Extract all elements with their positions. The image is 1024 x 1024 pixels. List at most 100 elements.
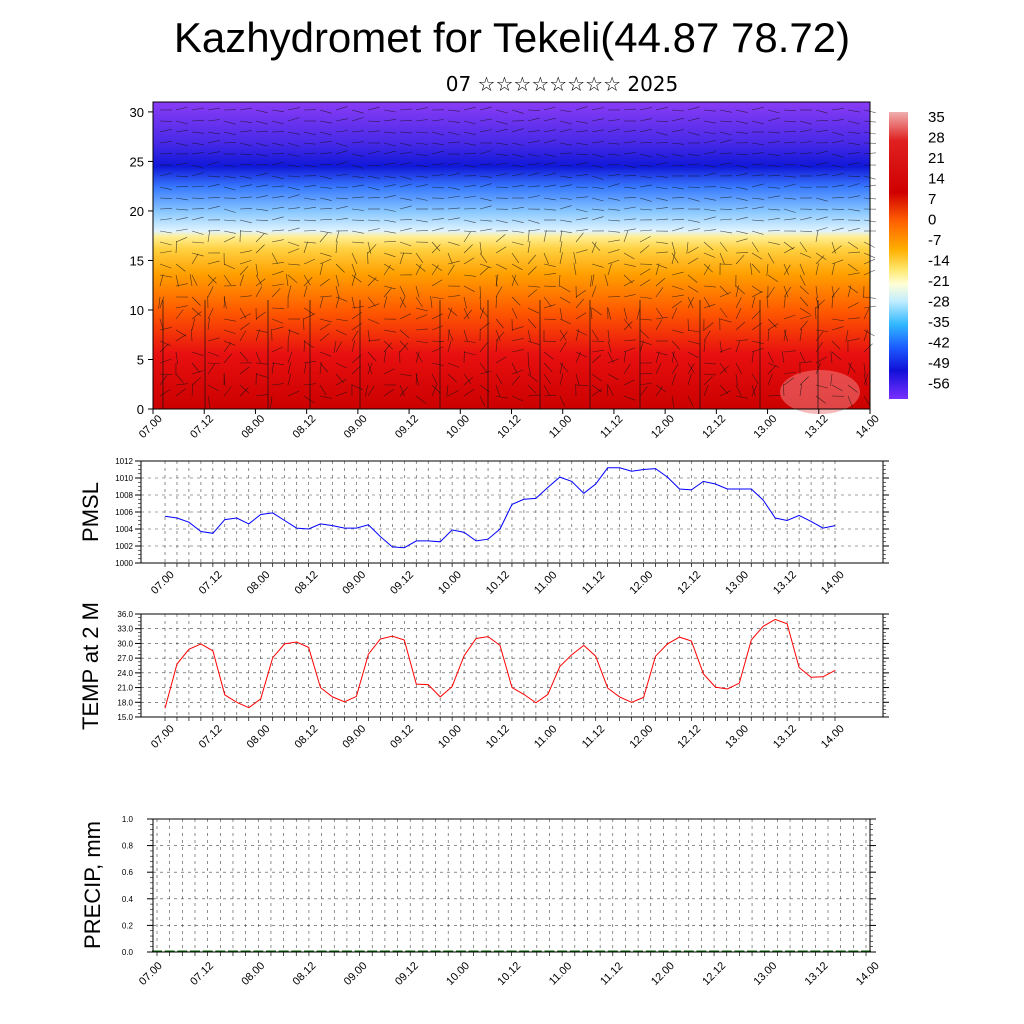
wind-barb [351, 141, 364, 144]
wind-barb [815, 129, 828, 133]
wind-barbs [158, 106, 877, 409]
wind-barb [719, 365, 729, 375]
wind-barb [399, 340, 409, 351]
wind-barb [383, 195, 396, 199]
wind-barb [783, 208, 796, 213]
wind-barb [431, 186, 445, 189]
wind-barb [287, 329, 291, 342]
wind-barb [607, 183, 620, 188]
x-tick-label: 08.12 [291, 960, 319, 988]
wind-barb [607, 384, 614, 396]
wind-barb [191, 318, 196, 331]
colorbar-label: 0 [928, 212, 936, 229]
wind-barb [223, 142, 237, 144]
wind-barb [863, 241, 875, 248]
wind-barb [287, 164, 300, 168]
wind-barb [383, 264, 391, 276]
wind-barb [351, 153, 364, 157]
wind-barb [636, 307, 641, 320]
wind-barb [543, 351, 554, 360]
wind-barb [447, 373, 458, 383]
wind-barb [847, 241, 859, 250]
wind-barb [655, 287, 664, 298]
precip-bar [658, 950, 669, 952]
x-tick-label: 09.00 [340, 723, 368, 751]
wind-barb [687, 186, 701, 188]
wind-barb [511, 252, 520, 264]
wind-barb [239, 384, 250, 394]
wind-barb [399, 252, 405, 265]
wind-barb [239, 163, 253, 166]
wind-barb [351, 184, 364, 188]
wind-barb [191, 370, 204, 375]
wind-barb [799, 120, 812, 125]
wind-barb [287, 186, 300, 191]
y-tick-label: 0.6 [122, 868, 134, 877]
wind-barb [351, 365, 362, 375]
wind-barb [207, 274, 217, 284]
wind-barb [191, 274, 198, 286]
precip-bar [785, 950, 796, 952]
wind-barb [783, 286, 792, 298]
wind-barb [383, 175, 396, 179]
precip-panel: 0.0 0.2 0.4 0.6 0.8 1.0 07.00 07.12 08.00 08.12 09… [80, 815, 882, 988]
precip-grid [153, 818, 870, 953]
wind-barb [799, 263, 805, 276]
wind-barb [303, 241, 316, 244]
wind-barb [527, 229, 540, 232]
wind-barb [383, 340, 393, 350]
wind-barb [287, 351, 293, 364]
wind-barb [783, 164, 797, 166]
wind-barb [845, 329, 849, 342]
wind-barb [527, 340, 540, 345]
wind-barb [847, 175, 861, 177]
wind-barb [383, 109, 396, 113]
wind-barb [335, 197, 349, 200]
wind-barb [270, 395, 273, 408]
wind-barb [799, 217, 812, 221]
wind-barb [847, 162, 860, 166]
colorbar-label: 14 [928, 171, 945, 188]
wind-barb [591, 349, 604, 353]
y-tick-label: 36.0 [117, 610, 133, 619]
wind-barb [719, 390, 731, 397]
wind-barb [719, 241, 728, 252]
wind-barb [223, 386, 232, 397]
precip-bar [215, 950, 226, 952]
wind-barb [831, 208, 845, 210]
wind-barb [495, 219, 508, 224]
wind-barb [303, 307, 315, 315]
wind-barb [623, 218, 636, 221]
wind-barb [751, 107, 764, 111]
wind-barb [207, 286, 214, 298]
wind-barb [175, 240, 178, 254]
y-tick-label: 0.8 [122, 842, 134, 851]
precip-bar [633, 950, 644, 952]
wind-barb [207, 107, 220, 111]
wind-barb [607, 219, 621, 222]
wind-barb [847, 152, 860, 155]
precip-bar [671, 950, 682, 952]
wind-barb [159, 389, 171, 397]
wind-barb [639, 208, 653, 211]
wind-barb [559, 152, 573, 155]
wind-barb [767, 208, 780, 211]
x-tick-label: 13.00 [751, 960, 779, 988]
wind-barb [831, 164, 844, 168]
wind-barb [783, 175, 796, 178]
wind-barb [447, 131, 460, 136]
wind-barb [783, 296, 786, 309]
precip-bar [455, 950, 466, 952]
wind-barb [319, 295, 332, 298]
wind-barb [159, 186, 172, 190]
wind-barb [719, 196, 732, 199]
wind-barb [335, 173, 348, 177]
wind-barb [671, 395, 675, 408]
wind-barb [175, 217, 188, 221]
wind-barb [415, 197, 428, 201]
wind-barb [479, 296, 482, 310]
wind-barb [604, 274, 609, 287]
x-tick-label: 07.00 [149, 723, 177, 751]
wind-barb [719, 285, 729, 295]
wind-barb [767, 195, 780, 199]
